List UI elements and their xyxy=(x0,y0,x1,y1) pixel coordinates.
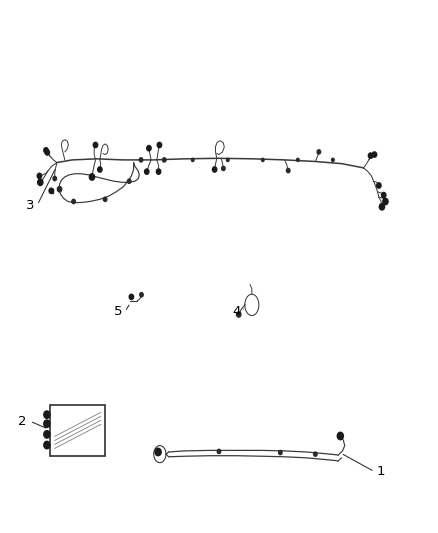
Circle shape xyxy=(145,169,149,174)
Circle shape xyxy=(127,179,131,183)
Circle shape xyxy=(337,432,343,440)
Circle shape xyxy=(279,450,282,455)
Circle shape xyxy=(157,142,162,148)
Text: 5: 5 xyxy=(114,305,123,318)
Circle shape xyxy=(377,183,381,188)
Circle shape xyxy=(129,294,134,300)
Circle shape xyxy=(44,431,50,438)
Circle shape xyxy=(212,167,217,172)
Circle shape xyxy=(368,153,373,158)
Bar xyxy=(50,405,105,456)
Circle shape xyxy=(37,173,42,179)
Text: 2: 2 xyxy=(18,415,26,427)
Circle shape xyxy=(217,449,221,454)
Circle shape xyxy=(332,158,334,161)
Circle shape xyxy=(226,158,229,161)
Circle shape xyxy=(222,166,225,171)
Circle shape xyxy=(147,146,151,151)
Circle shape xyxy=(314,452,317,456)
Circle shape xyxy=(103,197,107,201)
Circle shape xyxy=(140,293,143,297)
Text: 4: 4 xyxy=(232,305,241,318)
Circle shape xyxy=(286,168,290,173)
Circle shape xyxy=(383,198,388,205)
Circle shape xyxy=(72,199,75,204)
Text: 1: 1 xyxy=(377,465,385,478)
Circle shape xyxy=(93,142,98,148)
Circle shape xyxy=(261,158,264,161)
Circle shape xyxy=(155,448,161,456)
Circle shape xyxy=(297,158,299,161)
Circle shape xyxy=(44,148,48,153)
Circle shape xyxy=(237,312,241,317)
Circle shape xyxy=(45,150,49,155)
Circle shape xyxy=(139,158,143,162)
Circle shape xyxy=(44,441,50,449)
Circle shape xyxy=(89,174,95,180)
Text: 3: 3 xyxy=(26,199,35,212)
Circle shape xyxy=(49,188,53,193)
Circle shape xyxy=(44,420,50,427)
Circle shape xyxy=(379,204,385,210)
Circle shape xyxy=(372,152,377,157)
Circle shape xyxy=(156,169,161,174)
Circle shape xyxy=(53,176,57,181)
Circle shape xyxy=(44,411,50,418)
Circle shape xyxy=(191,158,194,161)
Circle shape xyxy=(317,150,321,154)
Circle shape xyxy=(381,192,386,198)
Circle shape xyxy=(38,179,43,185)
Circle shape xyxy=(162,158,166,162)
Circle shape xyxy=(98,167,102,172)
Circle shape xyxy=(57,187,62,192)
